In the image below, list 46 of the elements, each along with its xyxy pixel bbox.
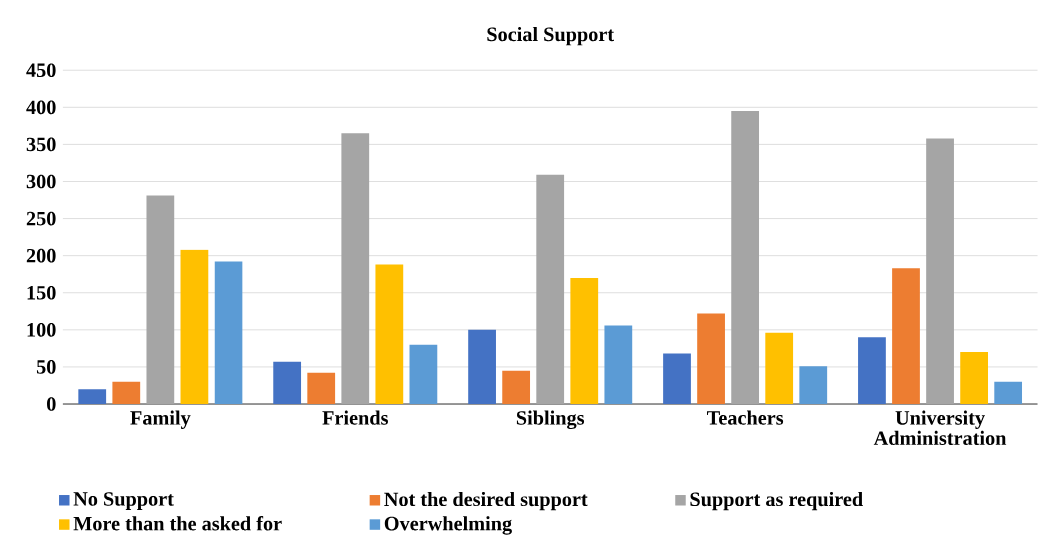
bar [731, 111, 760, 405]
bar [273, 361, 302, 405]
bar [536, 174, 565, 405]
bar [78, 389, 107, 405]
bar [468, 329, 496, 405]
y-tick-label: 100 [27, 323, 56, 337]
y-tick-label: 450 [26, 63, 56, 78]
bar [994, 381, 1023, 405]
bar [604, 325, 633, 405]
bar [307, 372, 336, 405]
bar [960, 352, 989, 405]
x-tick-label: Siblings [516, 410, 585, 430]
bar [570, 278, 599, 405]
bar [697, 313, 725, 405]
y-tick-label: 0 [47, 397, 56, 411]
bar [409, 344, 438, 405]
legend-label: Support as required [690, 491, 863, 511]
x-tick-label: Friends [322, 410, 388, 425]
legend-label: No Support [73, 492, 174, 510]
bar [214, 261, 243, 405]
y-tick-label: 400 [26, 100, 56, 115]
bar [502, 370, 531, 405]
bar [146, 195, 175, 405]
x-tick-label: Teachers [707, 410, 784, 425]
bar [892, 268, 920, 405]
bar [375, 264, 404, 405]
y-tick-label: 300 [26, 174, 56, 189]
bar [926, 138, 954, 405]
bar [858, 337, 886, 405]
y-tick-label: 150 [27, 286, 56, 300]
bar [180, 249, 209, 405]
y-tick-label: 50 [36, 360, 56, 374]
y-tick-label: 200 [26, 248, 56, 263]
x-tick-label: University Administration [873, 410, 1007, 446]
y-tick-label: 350 [26, 137, 56, 152]
bar [341, 133, 370, 405]
bar [765, 332, 794, 405]
legend-label: More than the asked for [73, 516, 282, 531]
legend-label: Overwhelming [384, 516, 512, 535]
chart-title: Social Support [487, 27, 614, 46]
bar [799, 366, 828, 405]
legend-label: Not the desired support [384, 491, 588, 511]
x-tick-label: Family [130, 410, 191, 430]
y-tick-label: 250 [26, 211, 56, 226]
bar [112, 381, 141, 405]
bar [663, 353, 691, 405]
